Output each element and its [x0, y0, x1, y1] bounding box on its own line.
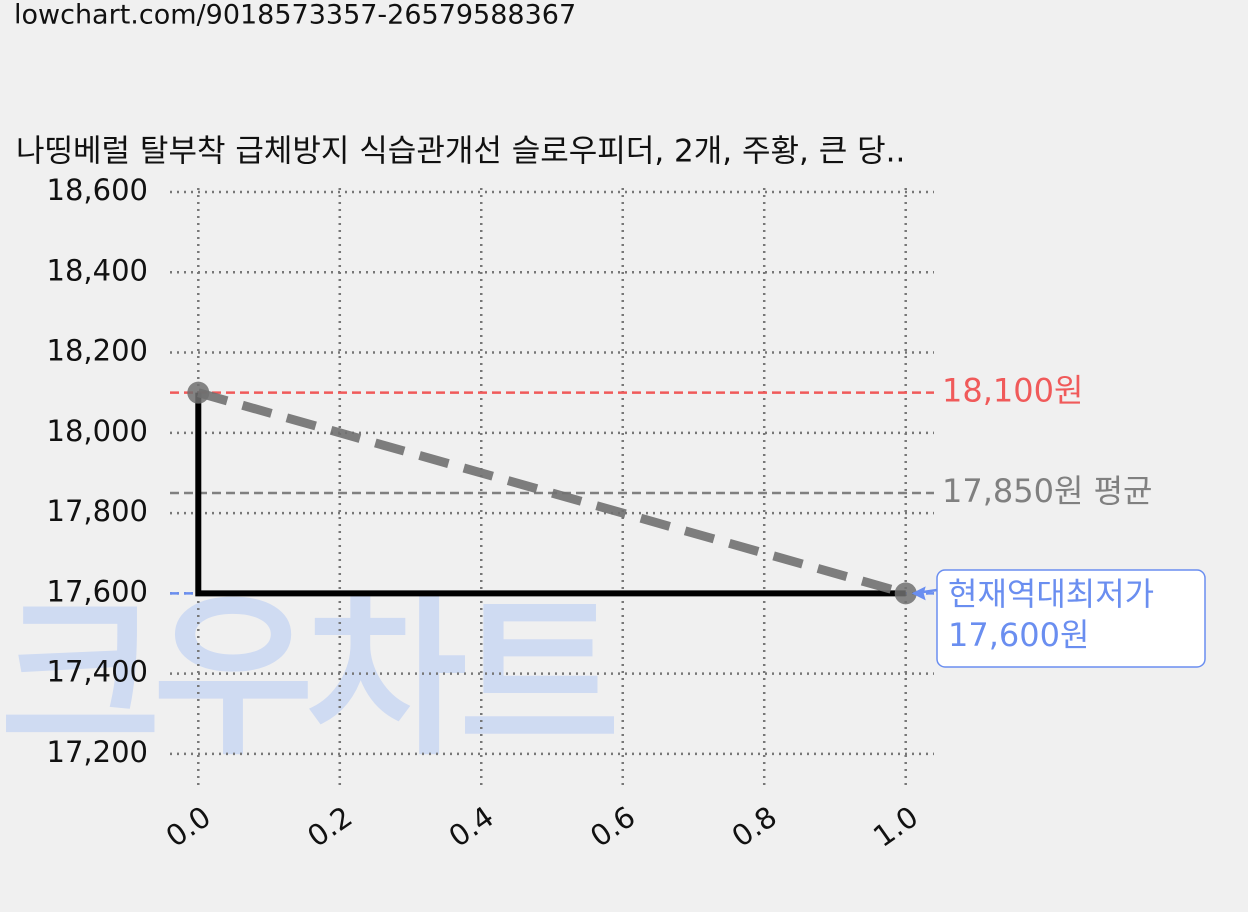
series-line [195, 392, 906, 597]
y-tick-label: 17,800 [47, 494, 148, 528]
reference-label: 17,850원 평균 [942, 472, 1152, 510]
y-tick-label: 17,200 [47, 735, 148, 769]
annotation-box [936, 569, 1206, 668]
point [894, 582, 917, 605]
series-line [197, 388, 907, 598]
x-tick-label: 0.8 [726, 799, 783, 853]
y-tick-label: 17,600 [47, 574, 148, 608]
annotation-text: 현재역대최저가 [948, 575, 1154, 613]
y-tick-label: 18,000 [47, 414, 148, 448]
reference-label: 18,100원 [942, 372, 1083, 410]
y-tick-label: 17,400 [47, 655, 148, 689]
url: lowchart.com/9018573357-26579588367 [14, 0, 576, 31]
point [187, 381, 210, 404]
x-tick-label: 0.4 [443, 799, 500, 853]
x-tick-label: 1.0 [867, 799, 924, 853]
annotation-arrowhead [911, 586, 926, 601]
y-tick-label: 18,200 [47, 334, 148, 368]
y-tick-label: 18,400 [47, 253, 148, 287]
watermark: 크우차트 [0, 577, 620, 780]
annotation-text: 17,600원 [948, 616, 1089, 654]
chart-title: 나띵베럴 탈부착 급체방지 식습관개선 슬로우피더, 2개, 주황, 큰 당.. [16, 134, 905, 170]
x-tick-label: 0.6 [584, 799, 641, 853]
y-tick-label: 18,600 [47, 173, 148, 207]
x-tick-label: 0.2 [301, 799, 358, 853]
x-tick-label: 0.0 [160, 799, 217, 853]
